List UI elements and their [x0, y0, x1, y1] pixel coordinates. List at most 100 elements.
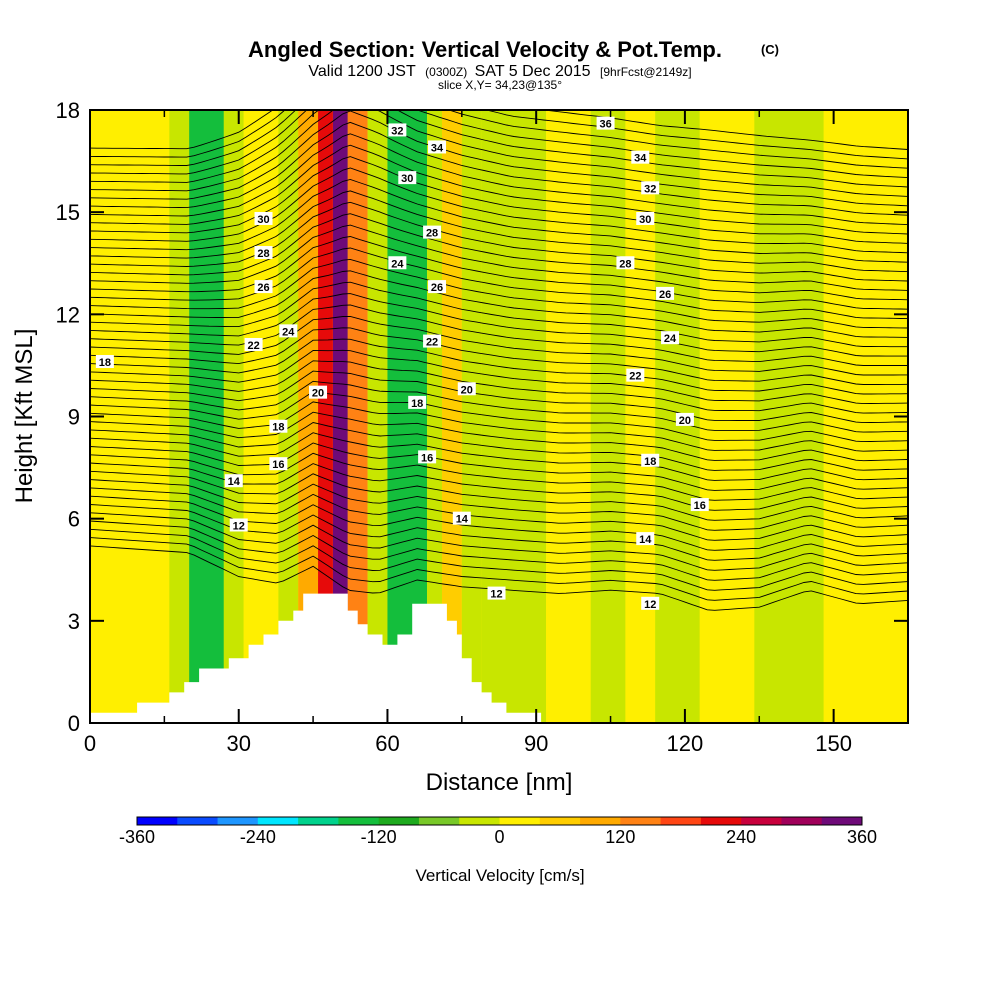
colorbar-tick-label: 360 [847, 827, 877, 847]
isotherm-line [90, 270, 908, 338]
contour-label-box [631, 150, 650, 164]
contour-label: 34 [634, 153, 647, 165]
contour-label-box [269, 457, 288, 471]
isotherm-line [90, 133, 908, 226]
contour-label-box [641, 596, 660, 610]
x-tick-label: 150 [815, 731, 852, 756]
isotherm-line [90, 179, 908, 263]
contour-label-box [309, 385, 328, 399]
isotherm-line [90, 401, 908, 452]
contour-label: 12 [233, 520, 245, 532]
contour-label: 22 [247, 340, 259, 352]
contour-label: 18 [272, 422, 284, 434]
contour-label: 20 [679, 415, 691, 427]
isotherm-line [90, 156, 908, 244]
contour-label-box [423, 225, 442, 239]
contour-label-box [229, 518, 248, 532]
contour-label: 18 [644, 456, 656, 468]
contour-label: 32 [391, 125, 403, 137]
contour-labels: 18 12 14 16 18 20 22 24 26 28 30 32 34 30 28 24 26 22 20 18… [95, 116, 709, 611]
colorbar-swatch [781, 817, 823, 825]
isotherm-line [90, 479, 908, 531]
isotherm-line [90, 316, 908, 376]
contour-label-box [616, 256, 635, 270]
velocity-band [332, 110, 348, 723]
contour-label: 28 [257, 248, 269, 260]
isotherm-line [90, 422, 908, 471]
isotherm-line [90, 520, 908, 581]
contour-label-box [269, 419, 288, 433]
contour-label: 22 [629, 371, 641, 383]
contour-label-box [457, 382, 476, 396]
colorbar-swatch [338, 817, 380, 825]
contour-label: 14 [228, 476, 241, 488]
colorbar-swatch [378, 817, 420, 825]
colorbar-swatch [177, 817, 219, 825]
colorbar-tick-label: -360 [119, 827, 155, 847]
isotherm-line [90, 110, 908, 150]
contour-label-box [254, 246, 273, 260]
y-tick-label: 9 [68, 405, 80, 430]
contour-label-box [661, 331, 680, 345]
chart-subtitle: Valid 1200 JST (0300Z) SAT 5 Dec 2015 [9… [308, 63, 691, 80]
colorbar-swatch [620, 817, 662, 825]
contour-label-box [244, 337, 263, 351]
colorbar-tick-label: 240 [726, 827, 756, 847]
contour-label-box [224, 474, 243, 488]
contour-label-box [626, 368, 645, 382]
isotherm-line [90, 224, 908, 301]
velocity-band [169, 110, 190, 723]
colorbar-swatch [257, 817, 299, 825]
contour-label-box [398, 171, 417, 185]
isotherm-line [90, 304, 908, 366]
velocity-band [223, 110, 244, 723]
isotherm-line [90, 338, 908, 395]
colorbar-label: Vertical Velocity [cm/s] [415, 866, 584, 885]
isotherm-line [90, 487, 908, 541]
isotherm-line [90, 258, 908, 329]
contour-label-box [656, 286, 675, 300]
velocity-band [546, 110, 591, 723]
subtitle-valid: Valid 1200 JST [308, 63, 416, 80]
isotherm-line [90, 247, 908, 320]
isotherm-line [90, 121, 908, 216]
isotherm-line [90, 281, 908, 348]
terrain-mask [90, 593, 542, 723]
isotherm-line [90, 432, 908, 481]
contour-label-box [423, 334, 442, 348]
colorbar-tick-label: -120 [361, 827, 397, 847]
isotherm-line [90, 167, 908, 254]
contour-label: 28 [619, 258, 631, 270]
contour-label: 16 [272, 459, 284, 471]
isotherm-line [90, 190, 908, 273]
isotherm-line [90, 293, 908, 357]
contour-label-box [675, 412, 694, 426]
contour-label: 30 [401, 173, 413, 185]
colorbar-swatch [217, 817, 259, 825]
subtitle-forecast: [9hrFcst@2149z] [600, 65, 692, 79]
contour-label-box [428, 280, 447, 294]
isotherm-line [90, 360, 908, 414]
isotherm-line [90, 144, 908, 235]
y-tick-label: 3 [68, 609, 80, 634]
velocity-band [823, 110, 908, 723]
isotherm-line [90, 327, 908, 385]
contour-label-box [388, 256, 407, 270]
isotherm-line [90, 452, 908, 501]
x-tick-label: 90 [524, 731, 548, 756]
contour-label-box [596, 116, 615, 130]
contour-label: 30 [639, 214, 651, 226]
contour-label: 24 [664, 333, 677, 345]
colorbar-tick-label: 120 [605, 827, 635, 847]
isotherm-line [90, 512, 908, 571]
colorbar-swatch [580, 817, 621, 825]
x-tick-label: 60 [375, 731, 399, 756]
x-tick-label: 30 [226, 731, 250, 756]
isotherm-line [90, 236, 908, 310]
contour-label-box [636, 211, 655, 225]
contour-label: 34 [431, 142, 444, 154]
colorbar-swatch [418, 817, 460, 825]
velocity-band [367, 110, 388, 723]
contour-label-box [428, 140, 447, 154]
contour-label: 12 [644, 599, 656, 611]
